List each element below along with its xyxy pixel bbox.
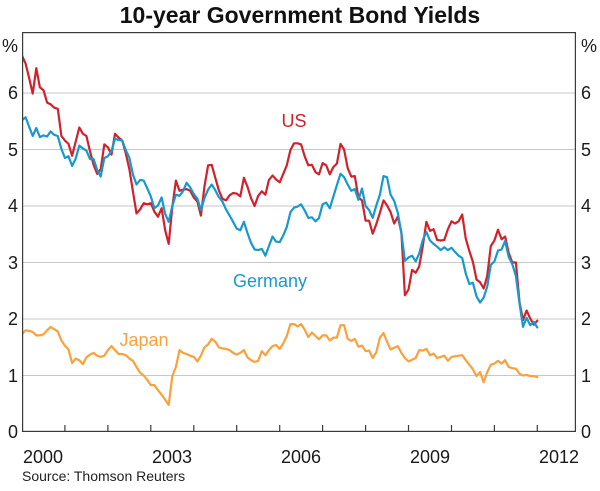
y-axis-tick-label-left: 1 — [7, 366, 18, 386]
x-axis-tick-label: 2003 — [151, 447, 193, 467]
y-axis-tick-label-right: 3 — [581, 253, 592, 273]
chart-title: 10-year Government Bond Yields — [119, 2, 481, 28]
y-axis-tick-label-right: 6 — [581, 83, 592, 103]
y-axis-tick-label-left: 5 — [7, 140, 18, 160]
x-axis-tick-label: 2006 — [280, 447, 322, 467]
y-axis-unit-right: % — [581, 36, 598, 56]
source-note: Source: Thomson Reuters — [22, 468, 186, 484]
y-axis-tick-label-left: 0 — [7, 422, 18, 442]
y-axis-unit-left: % — [1, 36, 18, 56]
series-line-japan — [22, 323, 539, 406]
plot-area — [22, 32, 576, 432]
y-axis-tick-label-right: 0 — [581, 422, 592, 442]
plot-border — [22, 32, 576, 432]
series-line-germany — [22, 116, 539, 329]
y-axis-tick-label-left: 4 — [7, 196, 18, 216]
series-label-japan: Japan — [119, 330, 169, 350]
y-axis-tick-label-left: 3 — [7, 253, 18, 273]
y-axis-tick-label-right: 2 — [581, 309, 592, 329]
series-label-germany: Germany — [232, 271, 308, 291]
x-axis-tick-label: 2012 — [538, 447, 580, 467]
y-axis-tick-label-right: 4 — [581, 196, 592, 216]
series-line-us — [22, 54, 539, 326]
x-axis-tick-label: 2009 — [409, 447, 451, 467]
y-axis-tick-label-right: 1 — [581, 366, 592, 386]
y-axis-tick-label-right: 5 — [581, 140, 592, 160]
series-label-us: US — [281, 111, 307, 131]
y-axis-tick-label-left: 2 — [7, 309, 18, 329]
x-axis-tick-label: 2000 — [22, 447, 64, 467]
y-axis-tick-label-left: 6 — [7, 83, 18, 103]
